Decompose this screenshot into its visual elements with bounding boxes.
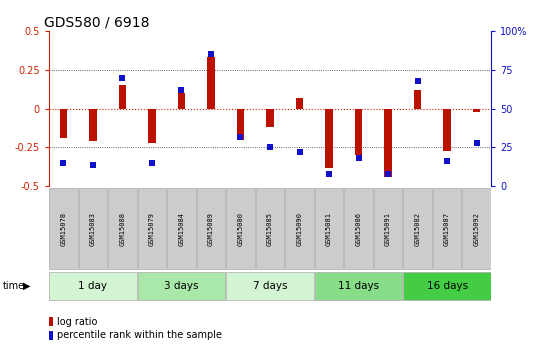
- Text: GSM15088: GSM15088: [119, 211, 125, 246]
- FancyBboxPatch shape: [167, 188, 195, 269]
- Bar: [384, 109, 391, 177]
- FancyBboxPatch shape: [374, 188, 402, 269]
- Text: time: time: [3, 281, 25, 291]
- Text: percentile rank within the sample: percentile rank within the sample: [57, 331, 222, 340]
- Text: ▶: ▶: [23, 281, 31, 291]
- FancyBboxPatch shape: [315, 273, 402, 300]
- FancyBboxPatch shape: [138, 188, 166, 269]
- Bar: [178, 93, 185, 109]
- Text: GSM15079: GSM15079: [149, 211, 155, 246]
- Text: GSM15089: GSM15089: [208, 211, 214, 246]
- Text: 11 days: 11 days: [338, 281, 379, 291]
- Text: GSM15081: GSM15081: [326, 211, 332, 246]
- FancyBboxPatch shape: [256, 188, 284, 269]
- Bar: [326, 109, 333, 168]
- Text: 3 days: 3 days: [164, 281, 199, 291]
- Text: GSM15092: GSM15092: [474, 211, 480, 246]
- FancyBboxPatch shape: [403, 273, 491, 300]
- FancyBboxPatch shape: [138, 273, 225, 300]
- Bar: [60, 109, 67, 138]
- FancyBboxPatch shape: [226, 188, 255, 269]
- Bar: [148, 109, 156, 143]
- Bar: [414, 90, 421, 109]
- Text: GSM15083: GSM15083: [90, 211, 96, 246]
- FancyBboxPatch shape: [197, 188, 225, 269]
- Text: 7 days: 7 days: [253, 281, 287, 291]
- FancyBboxPatch shape: [49, 188, 78, 269]
- FancyBboxPatch shape: [345, 188, 373, 269]
- Text: GDS580 / 6918: GDS580 / 6918: [44, 16, 150, 30]
- Text: GSM15087: GSM15087: [444, 211, 450, 246]
- Text: GSM15091: GSM15091: [385, 211, 391, 246]
- Bar: [443, 109, 451, 150]
- Text: GSM15090: GSM15090: [296, 211, 302, 246]
- Bar: [266, 109, 274, 127]
- Bar: [355, 109, 362, 155]
- Text: log ratio: log ratio: [57, 317, 98, 326]
- Text: GSM15082: GSM15082: [415, 211, 421, 246]
- Bar: [237, 109, 244, 140]
- FancyBboxPatch shape: [462, 188, 491, 269]
- Bar: [473, 109, 480, 112]
- Text: 16 days: 16 days: [427, 281, 468, 291]
- FancyBboxPatch shape: [108, 188, 137, 269]
- Bar: [89, 109, 97, 141]
- FancyBboxPatch shape: [315, 188, 343, 269]
- FancyBboxPatch shape: [79, 188, 107, 269]
- FancyBboxPatch shape: [226, 273, 314, 300]
- FancyBboxPatch shape: [49, 273, 137, 300]
- Bar: [296, 98, 303, 109]
- Bar: [119, 86, 126, 109]
- FancyBboxPatch shape: [403, 188, 432, 269]
- FancyBboxPatch shape: [433, 188, 461, 269]
- Text: GSM15086: GSM15086: [355, 211, 362, 246]
- Bar: [207, 57, 214, 109]
- Text: 1 day: 1 day: [78, 281, 107, 291]
- Text: GSM15080: GSM15080: [238, 211, 244, 246]
- Text: GSM15085: GSM15085: [267, 211, 273, 246]
- Text: GSM15078: GSM15078: [60, 211, 66, 246]
- FancyBboxPatch shape: [285, 188, 314, 269]
- Text: GSM15084: GSM15084: [178, 211, 185, 246]
